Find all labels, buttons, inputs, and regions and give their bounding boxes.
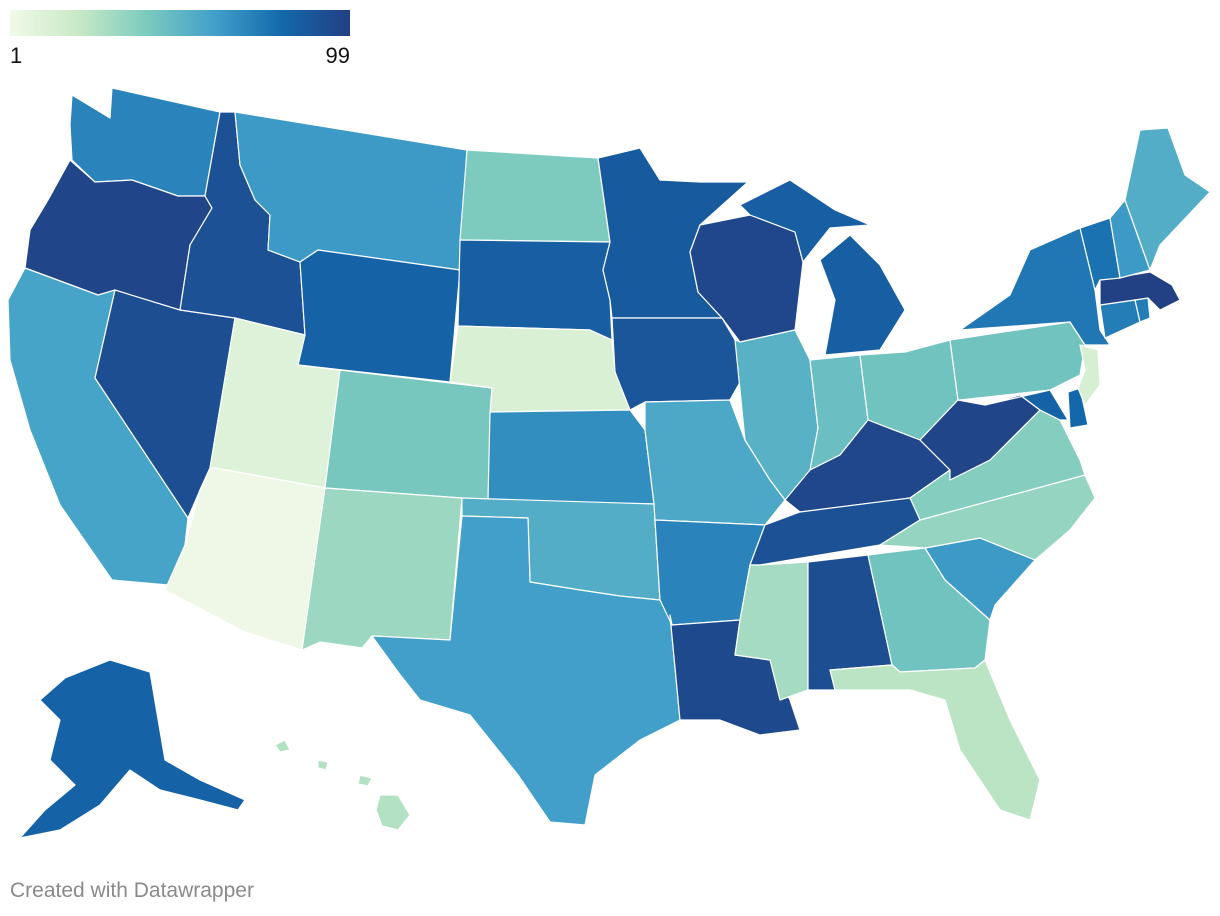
state-ND[interactable] bbox=[459, 149, 611, 243]
state-FL[interactable] bbox=[829, 659, 1041, 821]
state-MD[interactable] bbox=[984, 389, 1069, 421]
state-MA[interactable] bbox=[1099, 271, 1181, 311]
legend-min-label: 1 bbox=[10, 43, 23, 68]
state-CO[interactable] bbox=[324, 369, 493, 501]
state-NJ[interactable] bbox=[1077, 344, 1101, 406]
state-NY[interactable] bbox=[959, 227, 1111, 346]
state-TX[interactable] bbox=[371, 515, 681, 826]
legend-max-label: 99 bbox=[325, 43, 350, 68]
state-VT[interactable] bbox=[1079, 217, 1121, 291]
datawrapper-credit: Created with Datawrapper bbox=[10, 879, 254, 902]
state-MO[interactable] bbox=[644, 399, 786, 526]
state-MI[interactable] bbox=[739, 179, 906, 356]
state-CT[interactable] bbox=[1099, 299, 1141, 339]
state-ME[interactable] bbox=[1124, 127, 1211, 271]
state-NC[interactable] bbox=[879, 474, 1096, 561]
state-IA[interactable] bbox=[611, 317, 749, 411]
state-SD[interactable] bbox=[457, 239, 613, 341]
legend-gradient-bar bbox=[10, 10, 350, 36]
color-legend: 1 99 bbox=[10, 10, 350, 69]
state-WY[interactable] bbox=[297, 249, 461, 383]
state-NM[interactable] bbox=[301, 487, 463, 651]
state-AK[interactable] bbox=[19, 659, 246, 839]
state-DE[interactable] bbox=[1067, 387, 1089, 429]
state-HI[interactable] bbox=[274, 739, 411, 831]
state-KS[interactable] bbox=[487, 409, 655, 505]
state-MT[interactable] bbox=[234, 111, 468, 271]
state-PA[interactable] bbox=[949, 321, 1086, 401]
